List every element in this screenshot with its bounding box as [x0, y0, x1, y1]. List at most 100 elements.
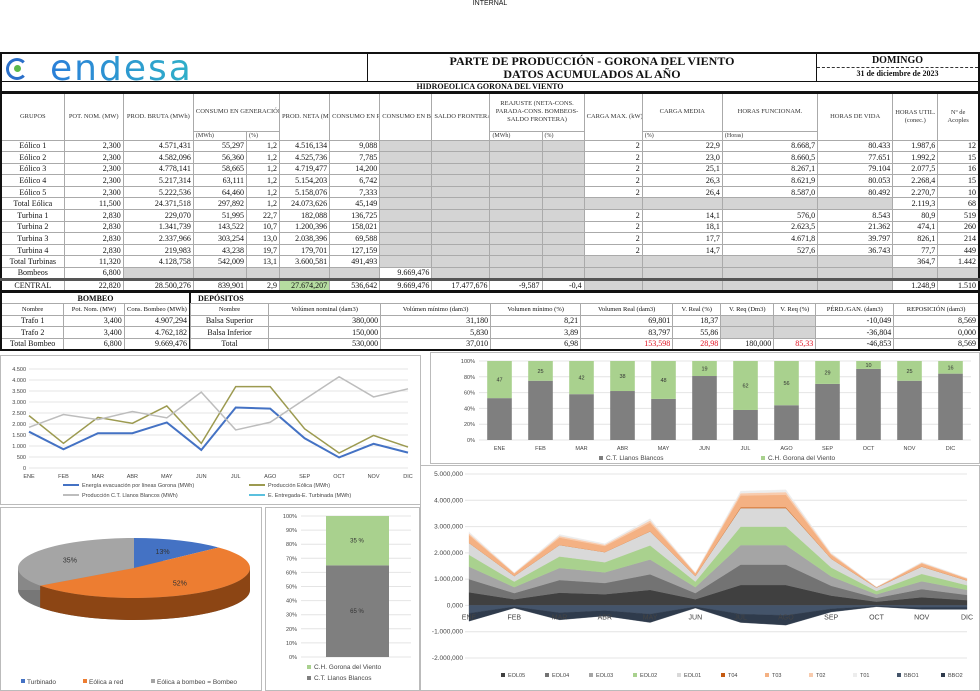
cell — [892, 267, 939, 280]
cell: 5.158,076 — [279, 185, 331, 199]
cell: 58,665 — [192, 162, 247, 176]
table-row: Turbina 4 2,830 219,983 43,238 19,7 179,701 12… — [0, 243, 980, 257]
x-tick-label: MAR — [92, 474, 104, 480]
cell: 10 — [937, 185, 980, 199]
cell: 527,6 — [721, 243, 819, 257]
cell: 43,238 — [192, 243, 247, 257]
cell — [431, 255, 491, 269]
sub-reaj-pct: (%) — [541, 130, 585, 141]
cell: 9.669,476 — [123, 337, 191, 350]
cell: 542,009 — [192, 255, 247, 269]
data-label: 42 — [578, 376, 584, 382]
series-line — [28, 406, 409, 459]
legend-swatch — [599, 456, 603, 460]
column-header: V. Real (%) — [672, 303, 722, 316]
cell: 4.762,182 — [123, 326, 191, 339]
cell: 69,801 — [580, 314, 674, 327]
legend-label: BBO1 — [904, 673, 919, 679]
monthly-group-area-chart: -2.000,000 -1.000,000 0,000 1.000,000 2.000,… — [420, 465, 980, 691]
data-label: 19 — [701, 367, 707, 373]
legend-label: BBO2 — [948, 673, 963, 679]
bar-segment — [569, 361, 594, 395]
cell: 136,725 — [329, 209, 381, 222]
cell — [583, 197, 643, 211]
cell: 21.362 — [817, 220, 894, 234]
cell: 2,9 — [245, 277, 281, 292]
cell — [489, 197, 543, 211]
col-horas-funcionam: HORAS FUNCIONAM. — [721, 92, 819, 132]
col-consumo-bombeo: CONSUMO EN BOMBEO (MWh) — [379, 92, 433, 141]
cell: 8.621,9 — [721, 174, 819, 187]
cell — [379, 185, 433, 199]
cell — [541, 232, 585, 245]
cell — [541, 209, 585, 222]
legend-swatch — [761, 456, 765, 460]
bar-segment — [897, 361, 922, 381]
report-header: endesa PARTE DE PRODUCCIÓN - GORONA DEL … — [0, 51, 980, 92]
legend-swatch — [897, 673, 901, 677]
cell: 14,200 — [329, 162, 381, 176]
legend-swatch — [151, 679, 155, 683]
legend-label: EOL03 — [596, 673, 613, 679]
table-row: Turbina 2 2,830 1.341,739 143,522 10,7 1.200,… — [0, 220, 980, 234]
cell — [583, 255, 643, 269]
cell — [641, 267, 723, 280]
cell — [489, 174, 543, 187]
legend-label: Producción Eólica (MWh) — [268, 483, 330, 489]
cell: 4.571,431 — [122, 139, 194, 153]
y-tick-label: 10% — [286, 641, 297, 647]
cell: -0,4 — [541, 277, 585, 292]
group-name: Eólico 3 — [0, 162, 65, 176]
cell: 11,500 — [63, 197, 124, 211]
plant-subtitle: HIDROEOLICA GORONA DEL VIENTO — [2, 81, 978, 92]
title-line-1: PARTE DE PRODUCCIÓN - GORONA DEL VIENTO — [449, 54, 735, 68]
cell: 2,300 — [63, 151, 124, 164]
cell: 55,297 — [192, 139, 247, 153]
bar-segment — [774, 405, 799, 440]
column-header: Nombre — [189, 303, 270, 316]
y-tick-label: 80% — [464, 375, 475, 381]
legend-label: EOL01 — [684, 673, 701, 679]
cell: 39.797 — [817, 232, 894, 245]
cell — [721, 255, 819, 269]
slice-label: 52% — [173, 580, 187, 587]
cell — [379, 220, 433, 234]
cell: 2,300 — [63, 174, 124, 187]
cell — [489, 220, 543, 234]
table-row: Eólico 5 2,300 5.222,536 64,460 1,2 5.158,076… — [0, 185, 980, 199]
cell: 3,89 — [490, 326, 582, 339]
y-tick-label: 3.000 — [12, 400, 26, 406]
x-tick-label: MAR — [552, 614, 568, 621]
cell: 55,86 — [672, 326, 722, 339]
cell: 2,300 — [63, 185, 124, 199]
bar-segment — [569, 394, 594, 440]
legend-label: Turbinado — [27, 679, 56, 686]
legend-swatch — [677, 673, 681, 677]
sub-carga-media: (%) — [641, 130, 723, 141]
cell — [379, 139, 433, 153]
column-header: PÉRD./GAN. (dam3) — [815, 303, 895, 316]
cell: 1,2 — [245, 185, 281, 199]
cell: 180,000 — [720, 337, 775, 350]
cell — [489, 243, 543, 257]
y-tick-label: 0% — [289, 655, 297, 661]
legend-label: T01 — [860, 673, 869, 679]
cell: 5,830 — [380, 326, 492, 339]
cell: 3.600,581 — [279, 255, 331, 269]
table-row: Total Eólica 11,500 24.371,518 297,892 1,2 24… — [0, 197, 980, 211]
x-tick-label: ABR — [617, 446, 628, 452]
x-tick-label: AGO — [780, 446, 793, 452]
row-name: Total — [189, 337, 270, 350]
cell — [122, 267, 194, 280]
cell: 536,642 — [329, 277, 381, 292]
bombeo-title: BOMBEO — [0, 291, 191, 304]
cell: 2,300 — [63, 139, 124, 153]
x-tick-label: FEB — [58, 474, 69, 480]
cell — [431, 243, 491, 257]
sub-reaj-mwh: (MWh) — [489, 130, 543, 141]
x-tick-label: JUL — [734, 614, 747, 621]
cell — [379, 255, 433, 269]
y-tick-label: -1.000,000 — [432, 629, 463, 636]
column-header: Nombre — [0, 303, 65, 316]
x-tick-label: OCT — [333, 474, 345, 480]
